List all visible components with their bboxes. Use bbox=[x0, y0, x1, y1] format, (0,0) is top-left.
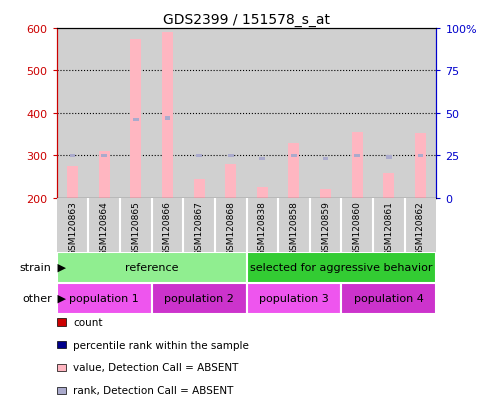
Text: GSM120838: GSM120838 bbox=[258, 201, 267, 256]
Bar bbox=[196, 154, 202, 158]
Bar bbox=[120, 198, 152, 252]
Bar bbox=[291, 154, 297, 158]
Text: GSM120864: GSM120864 bbox=[100, 201, 108, 256]
Bar bbox=[228, 154, 234, 158]
Bar bbox=[352, 133, 363, 198]
Bar bbox=[341, 198, 373, 252]
Bar bbox=[320, 190, 331, 198]
Bar bbox=[405, 29, 436, 198]
Text: GSM120859: GSM120859 bbox=[321, 201, 330, 256]
Text: reference: reference bbox=[125, 262, 178, 273]
Bar bbox=[120, 29, 152, 198]
Text: count: count bbox=[73, 317, 103, 327]
Bar bbox=[57, 252, 246, 283]
Bar bbox=[57, 283, 152, 314]
Title: GDS2399 / 151578_s_at: GDS2399 / 151578_s_at bbox=[163, 12, 330, 26]
Text: selected for aggressive behavior: selected for aggressive behavior bbox=[250, 262, 433, 273]
Bar bbox=[341, 283, 436, 314]
Bar bbox=[288, 143, 299, 198]
Text: GSM120863: GSM120863 bbox=[68, 201, 77, 256]
Bar bbox=[341, 29, 373, 198]
Bar bbox=[225, 164, 236, 198]
Bar bbox=[88, 198, 120, 252]
Bar bbox=[386, 156, 392, 159]
Bar bbox=[246, 252, 436, 283]
Bar bbox=[278, 29, 310, 198]
Bar bbox=[257, 188, 268, 198]
Text: population 1: population 1 bbox=[70, 293, 139, 304]
Bar bbox=[130, 40, 141, 198]
Bar bbox=[373, 198, 405, 252]
Bar bbox=[152, 198, 183, 252]
Bar bbox=[162, 33, 173, 198]
Bar bbox=[165, 117, 170, 120]
Bar bbox=[183, 198, 215, 252]
Text: rank, Detection Call = ABSENT: rank, Detection Call = ABSENT bbox=[73, 385, 233, 395]
Text: population 3: population 3 bbox=[259, 293, 329, 304]
Bar bbox=[259, 158, 265, 161]
Bar bbox=[57, 198, 88, 252]
Bar bbox=[384, 174, 394, 198]
Bar bbox=[415, 134, 426, 198]
Bar bbox=[354, 154, 360, 158]
Bar bbox=[215, 198, 246, 252]
Text: GSM120861: GSM120861 bbox=[385, 201, 393, 256]
Bar bbox=[373, 29, 405, 198]
Bar bbox=[278, 198, 310, 252]
Bar bbox=[323, 158, 328, 161]
Bar bbox=[152, 29, 183, 198]
Bar bbox=[99, 152, 109, 198]
Bar bbox=[310, 29, 341, 198]
Text: GSM120862: GSM120862 bbox=[416, 201, 425, 256]
Bar bbox=[101, 154, 107, 158]
Bar bbox=[246, 29, 278, 198]
Text: GSM120860: GSM120860 bbox=[352, 201, 362, 256]
Text: value, Detection Call = ABSENT: value, Detection Call = ABSENT bbox=[73, 363, 238, 373]
Text: GSM120867: GSM120867 bbox=[195, 201, 204, 256]
Text: other: other bbox=[22, 293, 52, 304]
Bar bbox=[194, 179, 205, 198]
Bar bbox=[57, 29, 88, 198]
Text: GSM120858: GSM120858 bbox=[289, 201, 298, 256]
Bar bbox=[67, 166, 78, 198]
Bar bbox=[133, 119, 139, 122]
Text: population 4: population 4 bbox=[354, 293, 424, 304]
Bar bbox=[405, 198, 436, 252]
Bar bbox=[215, 29, 246, 198]
Bar bbox=[246, 283, 341, 314]
Text: percentile rank within the sample: percentile rank within the sample bbox=[73, 340, 249, 350]
Text: ▶: ▶ bbox=[54, 262, 66, 273]
Bar bbox=[310, 198, 341, 252]
Text: population 2: population 2 bbox=[164, 293, 234, 304]
Bar bbox=[88, 29, 120, 198]
Text: GSM120868: GSM120868 bbox=[226, 201, 235, 256]
Bar bbox=[418, 154, 423, 158]
Bar bbox=[70, 154, 75, 158]
Text: strain: strain bbox=[20, 262, 52, 273]
Text: GSM120866: GSM120866 bbox=[163, 201, 172, 256]
Bar bbox=[183, 29, 215, 198]
Text: ▶: ▶ bbox=[54, 293, 66, 304]
Bar bbox=[246, 198, 278, 252]
Text: GSM120865: GSM120865 bbox=[131, 201, 141, 256]
Bar bbox=[152, 283, 246, 314]
